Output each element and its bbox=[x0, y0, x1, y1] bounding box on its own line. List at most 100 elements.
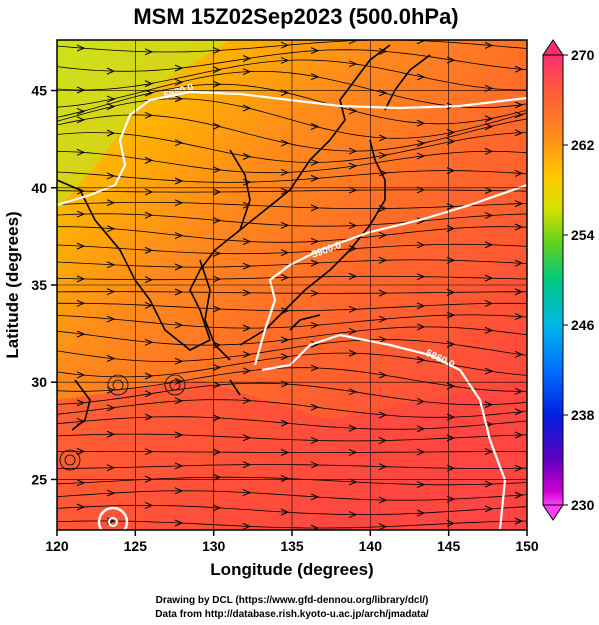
streamline-arrow bbox=[106, 489, 116, 497]
streamline-arrow bbox=[174, 431, 184, 439]
x-tick-label: 150 bbox=[515, 538, 539, 554]
streamline-arrow bbox=[446, 382, 456, 390]
x-tick-label: 120 bbox=[45, 538, 69, 554]
streamline-arrow bbox=[212, 47, 222, 54]
streamline-arrow bbox=[76, 371, 86, 379]
streamline-arrow bbox=[310, 524, 320, 530]
streamline-arrow bbox=[416, 356, 426, 364]
streamline-arrow bbox=[76, 210, 86, 218]
streamline-arrow bbox=[106, 225, 116, 233]
streamline-arrow bbox=[76, 44, 86, 52]
streamline-arrow bbox=[242, 262, 252, 270]
streamline-arrow bbox=[106, 315, 116, 323]
streamline-arrow bbox=[446, 519, 456, 527]
colorbar-tick-label: 238 bbox=[571, 407, 595, 423]
streamline-arrow bbox=[174, 321, 184, 329]
streamline-arrow bbox=[416, 217, 426, 225]
streamline-arrow bbox=[242, 104, 252, 112]
contour-5880 bbox=[57, 90, 527, 207]
streamline-arrow bbox=[144, 276, 154, 284]
streamline-arrow bbox=[378, 437, 388, 445]
streamline-arrow bbox=[212, 341, 222, 349]
streamline-arrow bbox=[446, 464, 456, 472]
streamline-arrow bbox=[76, 330, 86, 338]
streamline-arrow bbox=[174, 519, 184, 527]
streamline-arrow bbox=[242, 238, 252, 245]
x-axis-label: Longitude (degrees) bbox=[210, 560, 373, 579]
streamline-arrow bbox=[310, 340, 320, 348]
streamline-arrow bbox=[280, 336, 290, 344]
streamline-arrow bbox=[106, 103, 116, 111]
streamline-arrow bbox=[76, 479, 86, 487]
colorbar-tick-label: 246 bbox=[571, 317, 595, 333]
streamline-arrow bbox=[416, 273, 426, 281]
streamline-arrow bbox=[378, 411, 388, 419]
streamline-arrow bbox=[378, 315, 388, 323]
x-tick-label: 140 bbox=[359, 538, 383, 554]
colorbar-tick-label: 230 bbox=[571, 497, 595, 513]
streamline-arrow bbox=[280, 449, 290, 456]
streamline-arrow bbox=[174, 397, 184, 405]
contour-5900 bbox=[253, 183, 527, 366]
streamline-arrow bbox=[174, 263, 184, 271]
streamline-arrow bbox=[310, 123, 320, 130]
y-axis: 25 30 35 40 45 bbox=[31, 83, 57, 487]
colorbar-tick-label: 254 bbox=[571, 227, 595, 243]
streamline-arrow bbox=[446, 311, 456, 319]
streamline-arrow bbox=[348, 107, 358, 115]
streamline-arrow bbox=[348, 478, 358, 486]
streamline-arrow bbox=[212, 166, 222, 174]
streamline-arrow bbox=[242, 397, 252, 404]
streamline-arrow bbox=[416, 398, 426, 405]
streamline-arrow bbox=[280, 353, 290, 361]
colorbar-tick-label: 262 bbox=[571, 137, 595, 153]
streamline-arrow bbox=[348, 272, 358, 280]
streamline-arrow bbox=[378, 371, 388, 379]
streamline-arrow bbox=[310, 289, 320, 297]
streamline-arrow bbox=[378, 289, 388, 297]
streamline-arrow bbox=[242, 367, 252, 375]
streamline-arrow bbox=[144, 48, 154, 56]
streamline-arrow bbox=[174, 199, 184, 207]
streamline-arrow bbox=[106, 355, 116, 362]
colorbar-bottom-arrow bbox=[542, 504, 564, 521]
y-tick-label: 25 bbox=[31, 471, 47, 487]
streamline-arrow bbox=[348, 448, 358, 456]
streamline-arrow bbox=[378, 231, 388, 239]
streamline-arrow bbox=[310, 493, 320, 501]
streamline-arrow bbox=[106, 261, 116, 269]
streamline-arrow bbox=[416, 509, 426, 517]
eddy bbox=[164, 374, 186, 396]
streamline-arrow bbox=[144, 413, 154, 421]
streamline-arrow bbox=[348, 349, 358, 357]
streamline-arrow bbox=[212, 188, 222, 196]
streamline-arrow bbox=[76, 503, 86, 511]
streamline-arrow bbox=[76, 107, 86, 115]
streamline-arrow bbox=[446, 495, 456, 503]
typhoon-center-ring bbox=[108, 517, 118, 527]
streamline-arrow bbox=[76, 148, 86, 156]
y-axis-label: Latitude (degrees) bbox=[3, 211, 22, 358]
streamline-arrow bbox=[514, 350, 524, 358]
streamline-arrow bbox=[212, 66, 222, 74]
streamline-arrow bbox=[144, 390, 154, 398]
streamline-arrow bbox=[106, 95, 116, 103]
streamline-arrow bbox=[76, 399, 86, 407]
streamline-arrow bbox=[242, 55, 252, 62]
streamline-arrow bbox=[280, 475, 290, 482]
streamline-arrow bbox=[378, 89, 388, 97]
streamline-arrow bbox=[348, 222, 358, 230]
streamline-arrow bbox=[212, 381, 222, 389]
streamline-arrow bbox=[76, 86, 86, 94]
streamline-arrow bbox=[280, 419, 290, 427]
streamline-arrow bbox=[106, 430, 116, 438]
streamline-arrow bbox=[144, 501, 154, 509]
streamline-arrow bbox=[174, 139, 184, 147]
streamline-arrow bbox=[348, 305, 358, 313]
contour-5860 bbox=[261, 333, 507, 530]
streamline-arrow bbox=[416, 241, 426, 249]
streamline-arrow bbox=[484, 187, 494, 195]
streamline-arrow bbox=[280, 249, 290, 257]
x-tick-label: 130 bbox=[202, 538, 226, 554]
streamline-arrow bbox=[174, 177, 184, 185]
